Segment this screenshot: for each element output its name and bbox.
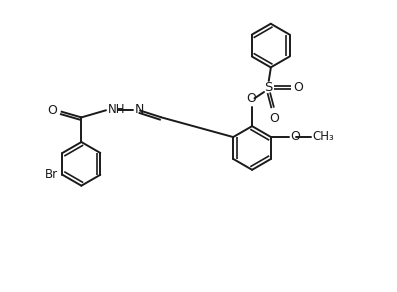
- Text: O: O: [270, 112, 279, 125]
- Text: O: O: [290, 130, 300, 143]
- Text: NH: NH: [108, 103, 125, 117]
- Text: S: S: [264, 81, 273, 94]
- Text: O: O: [247, 92, 256, 105]
- Text: O: O: [48, 104, 58, 117]
- Text: N: N: [135, 103, 144, 117]
- Text: Br: Br: [44, 168, 58, 181]
- Text: CH₃: CH₃: [313, 130, 334, 143]
- Text: O: O: [293, 81, 303, 94]
